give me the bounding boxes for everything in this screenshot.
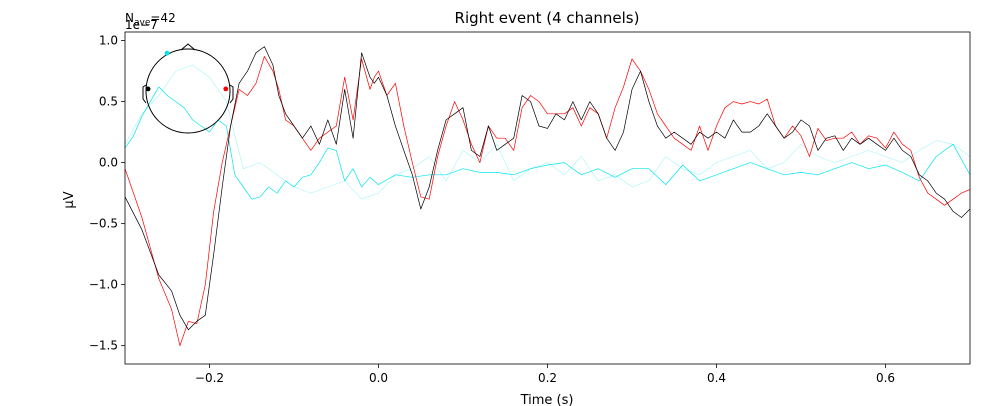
sensor-layer <box>145 50 229 92</box>
y-tick-label: −0.5 <box>89 217 118 231</box>
x-tick-label: 0.6 <box>876 371 895 385</box>
sensor-dot-3 <box>223 86 229 92</box>
y-tick-label: 1.0 <box>99 34 118 48</box>
nave-annotation: Nave=42 <box>125 11 176 28</box>
sensor-dot-1 <box>164 50 170 56</box>
sensor-dot-2 <box>145 86 151 92</box>
chart-title: Right event (4 channels) <box>455 9 640 27</box>
plot-layer <box>125 46 970 347</box>
x-tick-label: −0.2 <box>195 371 224 385</box>
x-tick-label: 0.0 <box>369 371 388 385</box>
y-tick-label: 0.5 <box>99 95 118 109</box>
channel-trace-3 <box>125 86 970 200</box>
y-tick-label: −1.0 <box>89 278 118 292</box>
y-tick-label: 0.0 <box>99 156 118 170</box>
nave-subscript: ave <box>134 18 151 28</box>
channel-trace-4 <box>125 64 970 200</box>
x-tick-label: 0.4 <box>707 371 726 385</box>
head-left-ear <box>142 84 147 104</box>
channel-trace-2 <box>125 56 970 347</box>
head-nose <box>180 43 196 51</box>
tick-layer: −0.2 0.0 0.2 0.4 0.6 −1.5 −1.0 −0.5 0.0 0.5 1.0 <box>89 34 895 385</box>
nave-label: N <box>125 11 134 25</box>
offset-text: 1e−7 <box>125 18 158 32</box>
y-axis-label: µV <box>62 191 77 208</box>
channel-trace-1 <box>125 46 970 331</box>
head-right-ear <box>229 84 234 104</box>
x-axis-label: Time (s) <box>520 393 574 406</box>
sensor-head-inset <box>142 43 234 134</box>
x-tick-label: 0.2 <box>538 371 557 385</box>
nave-value: =42 <box>150 11 175 25</box>
head-outline <box>145 48 231 134</box>
axes-frame <box>124 31 971 365</box>
y-tick-label: −1.5 <box>89 339 118 353</box>
